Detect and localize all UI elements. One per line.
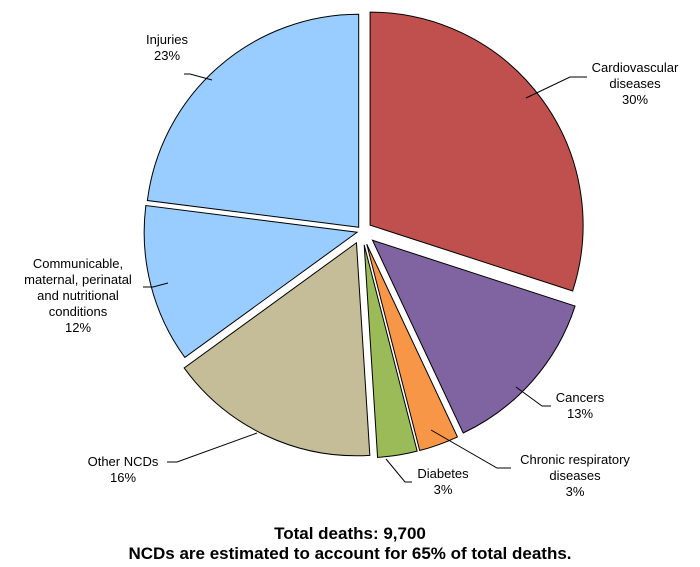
slice-name-line: maternal, perinatal — [24, 272, 132, 287]
slice-name-line: Cancers — [556, 390, 605, 405]
ncd-share-text: NCDs are estimated to account for 65% of… — [128, 544, 572, 563]
pie-slice-chronic-respiratory-diseases — [366, 243, 459, 452]
pie-chart: Cardiovascular diseases 30%Cancers 13%Chron… — [24, 11, 679, 499]
slice-value-label: 12% — [65, 320, 91, 335]
leader-line-cancers — [515, 386, 551, 407]
slice-name-line: diseases — [549, 468, 601, 483]
pie-slice-other-ncds — [183, 241, 371, 457]
slice-label-chronic-respiratory-diseases: Chronic respiratory diseases 3% — [520, 452, 630, 499]
pie-slice-cardiovascular-diseases — [369, 11, 584, 292]
slice-value-label: 3% — [434, 482, 453, 497]
slice-label-communicable-maternal-perinatal-and-nutritional-conditions: Communicable, maternal, perinatal and nutr… — [24, 256, 132, 335]
leader-line-chronic-respiratory-diseases — [430, 429, 511, 469]
slice-name-line: conditions — [49, 304, 108, 319]
slice-label-diabetes: Diabetes 3% — [417, 466, 469, 497]
slice-name-line: diseases — [609, 76, 661, 91]
slice-value-label: 13% — [567, 406, 593, 421]
leader-line-other-ncds — [167, 432, 258, 463]
leader-line-communicable-maternal-perinatal-and-nutritional-conditions — [143, 282, 169, 288]
slice-name-line: Injuries — [146, 32, 188, 47]
slice-name-line: Chronic respiratory — [520, 452, 630, 467]
slice-label-cardiovascular-diseases: Cardiovascular diseases 30% — [592, 60, 679, 107]
slice-value-label: 23% — [154, 48, 180, 63]
slice-name-line: Cardiovascular — [592, 60, 679, 75]
slice-value-label: 3% — [566, 484, 585, 499]
leader-line-injuries — [184, 73, 213, 81]
slice-label-injuries: Injuries 23% — [146, 32, 188, 63]
pie-slice-injuries — [146, 13, 360, 228]
slice-label-cancers: Cancers 13% — [556, 390, 605, 421]
slice-name-line: Communicable, — [33, 256, 123, 271]
slice-value-label: 16% — [110, 470, 136, 485]
slice-value-label: 30% — [622, 92, 648, 107]
pie-slice-cancers — [371, 239, 576, 434]
pie-slice-communicable-maternal-perinatal-and-nutritional-conditions — [143, 204, 359, 359]
leader-line-diabetes — [385, 458, 412, 483]
slice-name-line: and nutritional — [37, 288, 119, 303]
slice-name-line: Diabetes — [417, 466, 469, 481]
slice-name-line: Other NCDs — [88, 454, 159, 469]
slice-label-other-ncds: Other NCDs 16% — [88, 454, 159, 485]
total-deaths-text: Total deaths: 9,700 — [274, 524, 426, 543]
pie-slice-diabetes — [363, 244, 418, 458]
leader-line-cardiovascular-diseases — [525, 76, 587, 99]
